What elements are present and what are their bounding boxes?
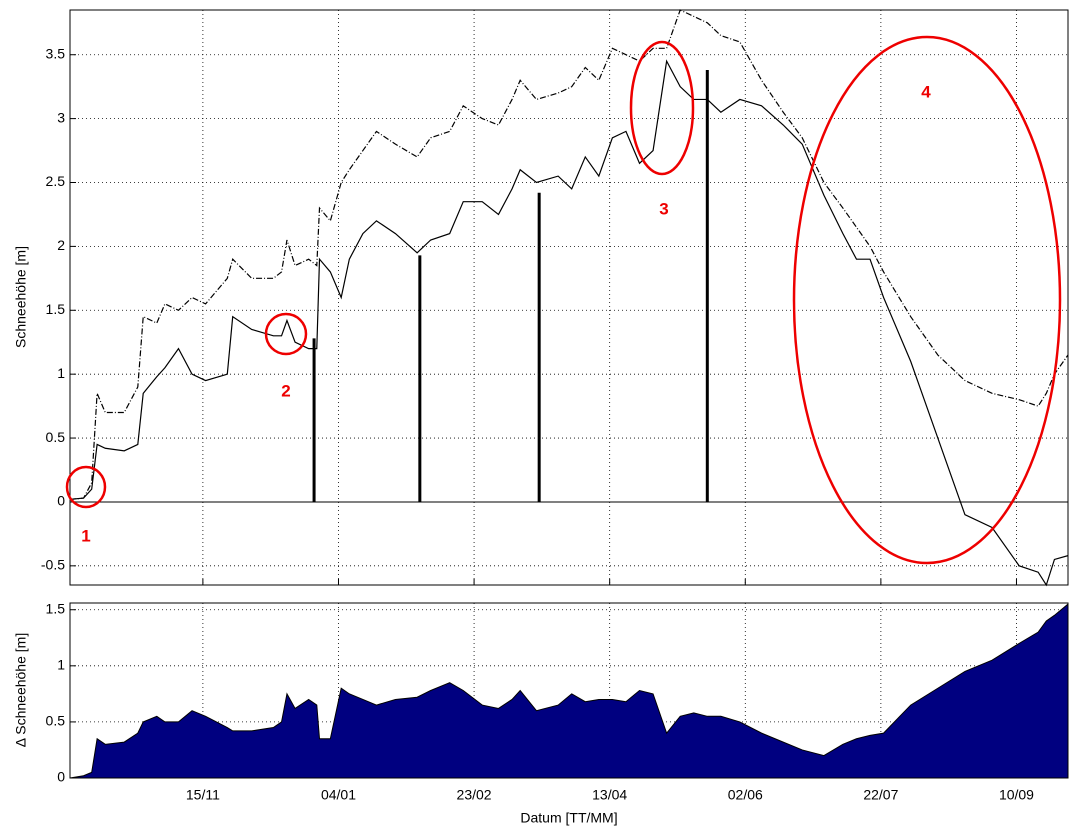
- plot: 15/11 04/01 23/02 13/04 02/06 22/07 10/09 0 0.5 1…: [46, 600, 1069, 803]
- plot-area: [70, 10, 1068, 585]
- snow-depth-line: [69, 9, 1069, 500]
- annotation-circles: [65, 35, 1062, 565]
- y-tick-label: 1.5: [46, 301, 66, 317]
- plot-frame: [69, 602, 1069, 779]
- annotation: 1: [81, 526, 90, 545]
- x-tick-label: 23/02: [457, 787, 492, 803]
- y-tick-label: 2: [57, 237, 65, 253]
- y-tick-label: 1: [57, 365, 65, 381]
- y-tick-label: -0.5: [41, 557, 65, 573]
- x-axis-label: Datum [TT/MM]: [520, 810, 617, 826]
- delta-area: [69, 603, 1069, 779]
- plot-frame: [69, 9, 1069, 586]
- x-tick-label: 13/04: [592, 787, 627, 803]
- x-tick-label: 04/01: [321, 787, 356, 803]
- y-tick-label: 3: [57, 109, 65, 125]
- annotation: 4: [921, 82, 931, 101]
- annotation: 2: [281, 381, 290, 400]
- y-tick-label: 1: [57, 657, 65, 673]
- y-tick-label: 0: [57, 493, 65, 509]
- x-tick-label: 10/09: [999, 787, 1034, 803]
- snow-depth-line: [69, 59, 1069, 587]
- y-tick-label: 0: [57, 769, 65, 785]
- y-tick-label: 0.5: [46, 429, 66, 445]
- plot: -0.5 0 0.5 1 1.5 2 2.5 3 3.5: [41, 9, 1069, 587]
- y-tick-label: 2.5: [46, 173, 66, 189]
- y-tick-label: 0.5: [46, 713, 66, 729]
- annotation: 3: [659, 199, 668, 218]
- annotation-circle: [264, 312, 308, 356]
- annotation-circle: [792, 35, 1062, 565]
- x-tick-label: 22/07: [863, 787, 898, 803]
- y-axis-label: Δ Schneehöhe [m]: [13, 633, 29, 747]
- y-axis-label: Schneehöhe [m]: [13, 246, 29, 348]
- y-tick-label: 1.5: [46, 600, 66, 616]
- y-tick-label: 3.5: [46, 45, 66, 61]
- annotation-circle: [65, 465, 107, 509]
- x-tick-label: 02/06: [728, 787, 763, 803]
- annotation-circle: [629, 40, 695, 176]
- x-tick-label: 15/11: [186, 787, 220, 803]
